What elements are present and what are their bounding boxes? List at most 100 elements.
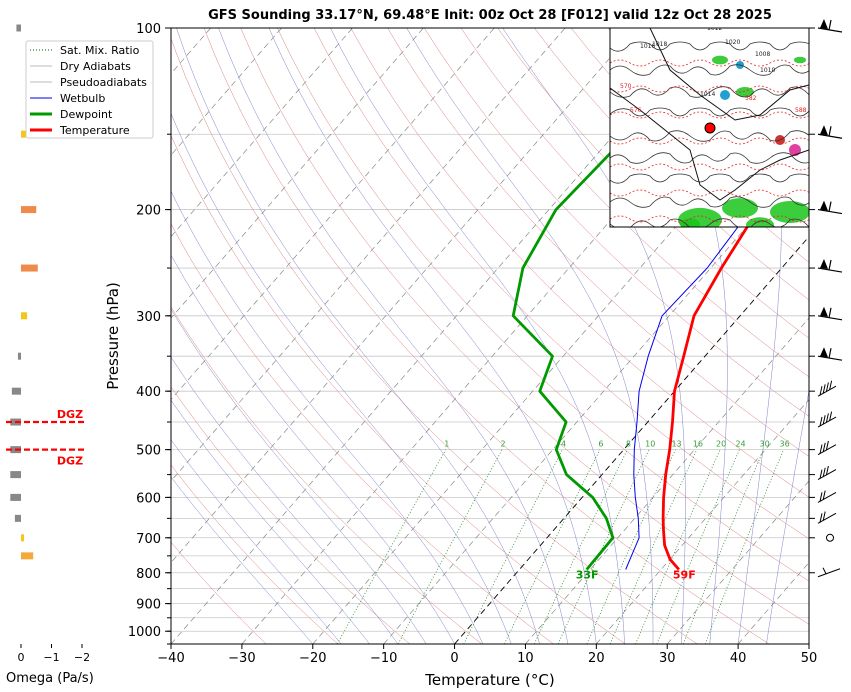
height-contour xyxy=(610,215,809,223)
mixing-ratio-line xyxy=(635,449,721,644)
mixing-ratio-label: 4 xyxy=(561,440,566,449)
pseudoadiabat-line xyxy=(766,388,809,644)
map-contour-label: 576 xyxy=(630,107,642,114)
omega-tick-label: −2 xyxy=(74,651,90,664)
wind-barb xyxy=(809,347,843,361)
pseudoadiabat-line xyxy=(171,190,484,644)
wind-barb xyxy=(809,465,837,481)
legend: Sat. Mix. Ratio Dry Adiabats Pseudoadiab… xyxy=(25,40,154,139)
precip-core xyxy=(789,144,801,156)
wind-barb xyxy=(809,411,837,428)
height-contour xyxy=(610,59,809,67)
wind-barb xyxy=(809,490,837,503)
isotherm-line xyxy=(808,643,809,644)
dry-adiabat-line xyxy=(424,28,809,417)
x-tick-label: −20 xyxy=(299,651,326,666)
pseudoadiabat-line xyxy=(171,254,455,644)
mixing-ratio-line xyxy=(682,449,764,644)
mixing-ratio-line xyxy=(609,449,698,644)
dry-adiabat-line xyxy=(171,541,267,644)
wind-barb xyxy=(809,259,843,273)
x-tick-label: 40 xyxy=(730,651,747,666)
mixing-ratio-line xyxy=(504,449,601,644)
x-tick-label: 50 xyxy=(801,651,818,666)
height-contour xyxy=(610,111,809,119)
precip-area xyxy=(722,198,758,218)
map-contour-label: 1008 xyxy=(755,51,770,58)
series-dewpoint-line xyxy=(511,28,758,571)
isotherm-line xyxy=(171,28,637,564)
x-tick-label: 30 xyxy=(659,651,676,666)
pseudoadiabat-line xyxy=(406,28,654,644)
map-contour-label: 1018 xyxy=(652,41,667,48)
precip-area xyxy=(712,55,728,65)
isobar-contour xyxy=(610,107,809,117)
dry-adiabat-line xyxy=(534,28,809,301)
wind-barb xyxy=(809,200,843,215)
border-line xyxy=(649,28,809,121)
omega-axis-label: Omega (Pa/s) xyxy=(6,671,94,686)
omega-bar xyxy=(17,352,21,360)
pseudoadiabat-line xyxy=(218,28,569,644)
x-tick-label: 0 xyxy=(450,651,458,666)
legend-entry-sat-mix: Sat. Mix. Ratio xyxy=(60,44,140,57)
legend-entry-dry-adiabats: Dry Adiabats xyxy=(60,60,131,73)
wind-barb xyxy=(809,19,843,33)
map-contour-label: 582 xyxy=(745,95,757,102)
height-contour xyxy=(610,137,809,145)
x-tick-label: −30 xyxy=(228,651,255,666)
wind-barb xyxy=(809,533,834,542)
isobar-contour xyxy=(610,130,809,142)
omega-bar xyxy=(21,264,38,272)
isobar-contour xyxy=(610,173,809,184)
precip-area xyxy=(794,56,806,64)
y-tick-label: 500 xyxy=(136,444,161,459)
omega-bar xyxy=(21,130,26,138)
omega-bar xyxy=(21,312,28,320)
wind-barb xyxy=(809,511,837,524)
map-contour-label: 1020 xyxy=(725,39,740,46)
mixing-ratio-line xyxy=(586,449,676,644)
precip-core xyxy=(720,90,730,100)
chart-title: GFS Sounding 33.17°N, 69.48°E Init: 00z … xyxy=(208,8,772,23)
y-tick-label: 800 xyxy=(136,567,161,582)
y-tick-label: 900 xyxy=(136,598,161,613)
omega-tick-label: 0 xyxy=(18,651,25,664)
plot-frame xyxy=(170,27,810,645)
dgz-label: DGZ xyxy=(57,408,83,421)
x-tick-label: −10 xyxy=(370,651,397,666)
mixing-ratio-label: 8 xyxy=(626,440,631,449)
pseudoadiabat-line xyxy=(171,112,512,644)
wind-barb xyxy=(809,125,843,139)
omega-bar xyxy=(16,24,21,32)
mixing-ratio-label: 24 xyxy=(735,440,745,449)
omega-bar xyxy=(14,514,21,522)
legend-entry-dewpoint: Dewpoint xyxy=(60,108,113,121)
x-tick-label: −40 xyxy=(157,651,184,666)
isotherm-line xyxy=(171,28,282,156)
mixing-ratio-label: 6 xyxy=(598,440,603,449)
y-tick-label: 1000 xyxy=(128,625,161,640)
wind-barb xyxy=(809,567,841,578)
map-contour-label: 570 xyxy=(620,83,632,90)
mixing-ratio-line xyxy=(656,449,740,644)
dry-adiabat-line xyxy=(497,28,809,339)
mixing-ratio-line xyxy=(704,449,784,644)
mixing-ratio-label: 1 xyxy=(444,440,449,449)
dgz-label: DGZ xyxy=(57,455,83,468)
mixing-ratio-label: 13 xyxy=(671,440,681,449)
y-tick-label: 200 xyxy=(136,204,161,219)
isobar-contour xyxy=(610,196,809,208)
border-line xyxy=(610,87,809,201)
wind-barb xyxy=(809,440,837,456)
y-tick-label: 700 xyxy=(136,532,161,547)
dry-adiabat-line xyxy=(171,135,626,644)
series-wetbulb-line xyxy=(625,133,800,570)
omega-bar xyxy=(11,387,21,395)
legend-entry-wetbulb: Wetbulb xyxy=(60,92,105,105)
precip-area xyxy=(770,201,809,223)
pseudoadiabat-line xyxy=(171,399,370,644)
isotherm-line xyxy=(171,28,495,401)
dry-adiabat-line xyxy=(460,28,809,378)
